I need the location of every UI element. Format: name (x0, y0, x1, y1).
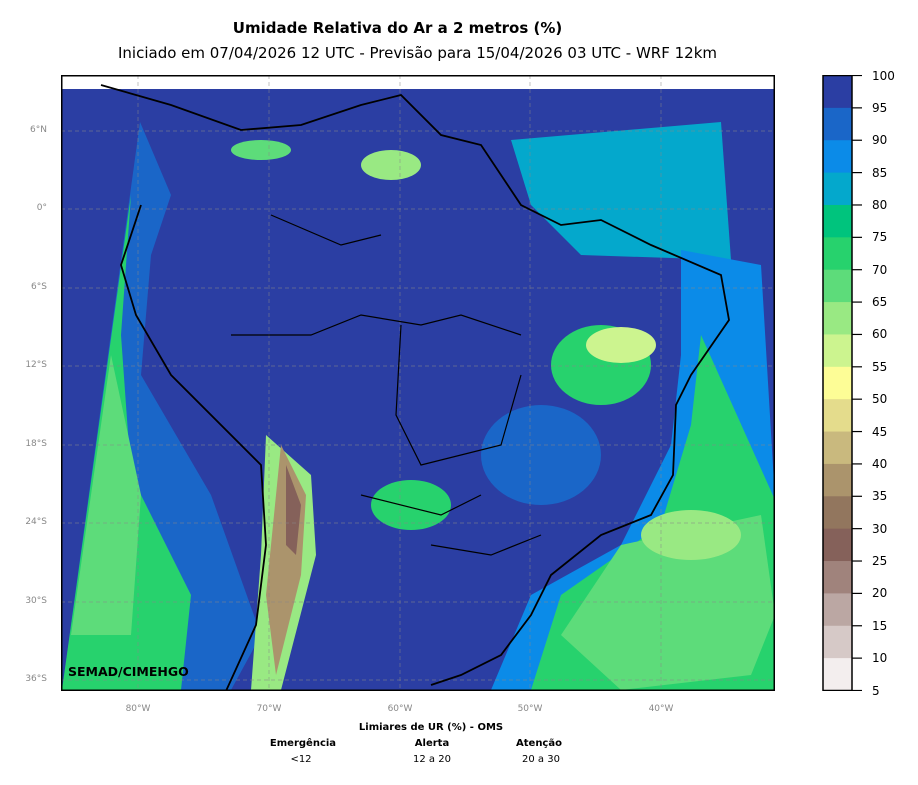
lon-label: 40°W (648, 704, 674, 714)
colorbar-segment (823, 269, 852, 303)
lat-label: 24°S (25, 517, 47, 527)
colorbar-tick-label: 75 (872, 230, 888, 245)
colorbar-tick-label: 20 (872, 586, 888, 601)
legend-value-alerta: 12 a 20 (413, 754, 451, 765)
lat-label: 30°S (25, 596, 47, 606)
colorbar-tick-label: 55 (872, 359, 888, 374)
colorbar-tick-label: 95 (872, 100, 888, 115)
colorbar-segment (823, 302, 852, 335)
colorbar-tick-label: 40 (872, 456, 888, 471)
colorbar-segment (823, 431, 852, 465)
colorbar-segment (823, 237, 852, 271)
chart-subtitle: Iniciado em 07/04/2026 12 UTC - Previsão… (117, 44, 718, 62)
colorbar-tick-label: 90 (872, 133, 888, 148)
colorbar-segment (823, 172, 852, 206)
colorbar-tick-label: 80 (872, 197, 888, 212)
lon-label: 80°W (125, 704, 151, 714)
colorbar-tick-label: 10 (872, 651, 888, 666)
colorbar-tick-label: 100 (872, 68, 895, 83)
colorbar-tick-label: 30 (872, 521, 888, 536)
grid-lines (61, 75, 775, 691)
colorbar-segment (823, 334, 852, 368)
legend-label-emergencia: Emergência (269, 738, 337, 749)
colorbar-segment (823, 528, 852, 562)
lon-label: 60°W (387, 704, 413, 714)
lat-label: 0° (36, 203, 47, 213)
colorbar-tick-label: 70 (872, 262, 888, 277)
legend-value-emergencia: <12 (290, 754, 312, 765)
lat-label: 18°S (25, 439, 47, 449)
colorbar-tick-label: 85 (872, 165, 888, 180)
atlantic-north-field (511, 122, 731, 260)
colorbar-tick-label: 15 (872, 618, 888, 633)
coastline (100, 84, 730, 691)
colorbar-segment (823, 75, 852, 109)
colorbar-segment (823, 658, 852, 691)
colorbar-tick-label: 65 (872, 295, 888, 310)
colorbar-tick-label: 25 (872, 554, 888, 569)
watermark: SEMAD/CIMEHGO (68, 664, 189, 679)
colorbar-segment (823, 496, 852, 530)
lat-label: 6°N (30, 125, 47, 135)
legend-label-atencao: Atenção (516, 738, 562, 749)
lon-label: 70°W (256, 704, 282, 714)
colorbar-tick-label: 5 (872, 683, 880, 698)
chart-title: Umidade Relativa do Ar a 2 metros (%) (232, 19, 563, 37)
lat-label: 6°S (31, 282, 47, 292)
legend-label-alerta: Alerta (414, 738, 450, 749)
colorbar-tick-label: 50 (872, 392, 888, 407)
colorbar-segment (823, 625, 852, 659)
colorbar-segment (823, 399, 852, 433)
colorbar-segment (823, 366, 852, 400)
colorbar-tick-label: 45 (872, 424, 888, 439)
colorbar-tick-label: 60 (872, 327, 888, 342)
colorbar-segment (823, 107, 852, 141)
legend-value-atencao: 20 a 30 (522, 754, 560, 765)
colorbar-segment (823, 463, 852, 497)
colorbar-segment (823, 204, 852, 238)
legend-title: Limiares de UR (%) - OMS (358, 722, 504, 733)
humidity-map (61, 75, 775, 691)
colorbar-segment (823, 593, 852, 627)
lon-label: 50°W (517, 704, 543, 714)
colorbar (822, 75, 862, 691)
lat-label: 36°S (25, 674, 47, 684)
colorbar-segment (823, 140, 852, 174)
colorbar-segment (823, 561, 852, 594)
borders (231, 214, 542, 556)
lat-label: 12°S (25, 360, 47, 370)
colorbar-tick-label: 35 (872, 489, 888, 504)
